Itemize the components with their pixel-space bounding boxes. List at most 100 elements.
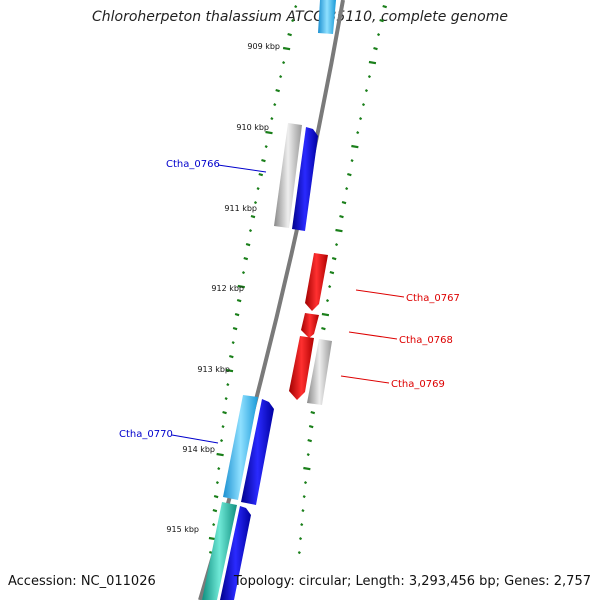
gc-tick [339,214,344,219]
gc-tick [306,453,310,457]
gc-tick [275,88,280,93]
gc-tick [334,243,339,247]
gc-tick [225,368,234,373]
gc-tick [287,32,292,37]
gc-tick [301,509,305,513]
gc-tick [297,551,301,555]
teal-feature-forward [202,502,237,600]
gc-tick [303,481,308,485]
callout-line-Ctha_0768 [348,331,398,340]
gc-tick [356,131,360,135]
gc-tick [221,425,225,429]
gc-tick [265,130,273,135]
tick-label-912: 912 kbp [211,284,244,293]
gc-tick [335,228,343,233]
gc-tick [310,410,316,415]
gc-tick [270,117,274,121]
gene-label-Ctha_0770[interactable]: Ctha_0770 [119,429,173,440]
forward-strand-features [202,123,318,600]
gc-tick [258,172,264,177]
gc-tick [253,201,258,205]
gc-tick [379,18,384,23]
tick-label-914: 914 kbp [182,445,215,454]
gc-tick [300,523,304,527]
gc-tick [282,61,286,65]
gc-tick [234,312,240,317]
gene-labels: Ctha_0766 Ctha_0767 Ctha_0768 Ctha_0769 … [119,159,460,440]
gene-label-Ctha_0769[interactable]: Ctha_0769 [391,379,445,390]
gc-tick [347,172,352,177]
gc-tick [341,200,347,205]
gc-tick [212,523,216,527]
cds-Ctha_0768[interactable] [301,313,319,338]
gc-tick [373,46,378,51]
scale-labels: 909 kbp 910 kbp 911 kbp 912 kbp 913 kbp … [166,42,280,534]
callout-line-Ctha_0766 [217,164,267,173]
gc-tick [219,439,224,443]
gc-tick [215,481,219,485]
gc-tick [364,89,369,93]
gc-tick [303,466,311,471]
tick-label-915: 915 kbp [166,525,199,534]
gc-tick [256,187,260,191]
tick-label-909: 909 kbp [247,42,280,51]
tick-label-911: 911 kbp [224,204,257,213]
gc-tick [298,537,303,541]
gc-tick [376,33,381,37]
cds-Ctha_0769[interactable] [289,336,314,400]
gc-tick [250,214,256,219]
gc-tick [248,229,253,233]
cds-Ctha_0770[interactable] [241,399,274,505]
gc-tick [359,117,363,121]
gc-tick [350,159,354,163]
gc-tick [237,284,245,289]
gray-feature-forward [274,123,302,228]
gc-tick [382,4,387,9]
tick-label-913: 913 kbp [197,365,230,374]
gc-tick [351,144,359,149]
gc-tick [264,145,268,149]
gc-tick [325,299,330,303]
reverse-strand-features [289,253,332,405]
map-title: Chloroherpeton thalassium ATCC 35110, co… [92,9,508,25]
topology-text: Topology: circular; Length: 3,293,456 bp… [233,574,591,589]
callout-line-Ctha_0770 [171,434,219,444]
gc-tick [245,242,251,247]
gc-tick [212,508,218,513]
gc-tick [345,187,349,191]
gc-tick [307,438,313,443]
cds-next-forward [220,506,251,600]
callout-line-Ctha_0769 [340,375,390,384]
gc-tick [302,495,306,499]
accession-text: Accession: NC_011026 [8,574,156,589]
gc-tick [232,326,238,331]
cyan-feature-forward [223,395,258,500]
gc-tick [236,298,242,303]
gray-feature-reverse [307,339,332,405]
cyan-feature-top [318,0,336,34]
gc-tick [291,19,295,23]
gc-tick [217,467,221,471]
cds-Ctha_0766[interactable] [292,127,318,231]
gc-tick [308,424,314,429]
gc-tick [241,271,246,275]
gc-tick [361,103,366,107]
tick-label-910: 910 kbp [236,123,269,132]
callout-line-Ctha_0767 [355,289,405,298]
gc-tick [213,494,219,499]
gene-label-Ctha_0767[interactable]: Ctha_0767 [406,293,460,304]
gc-tick [216,452,224,457]
cds-Ctha_0767[interactable] [305,253,328,311]
gc-tick [328,285,332,289]
gene-callouts [171,164,405,444]
gc-tick [261,158,266,163]
gene-label-Ctha_0768[interactable]: Ctha_0768 [399,335,453,346]
gc-tick [321,312,330,317]
gc-tick [273,103,277,107]
gc-track-inner [208,5,298,555]
gc-tick [321,326,326,331]
gene-label-Ctha_0766[interactable]: Ctha_0766 [166,159,220,170]
gc-tick [368,60,377,65]
gc-tick [331,256,337,261]
